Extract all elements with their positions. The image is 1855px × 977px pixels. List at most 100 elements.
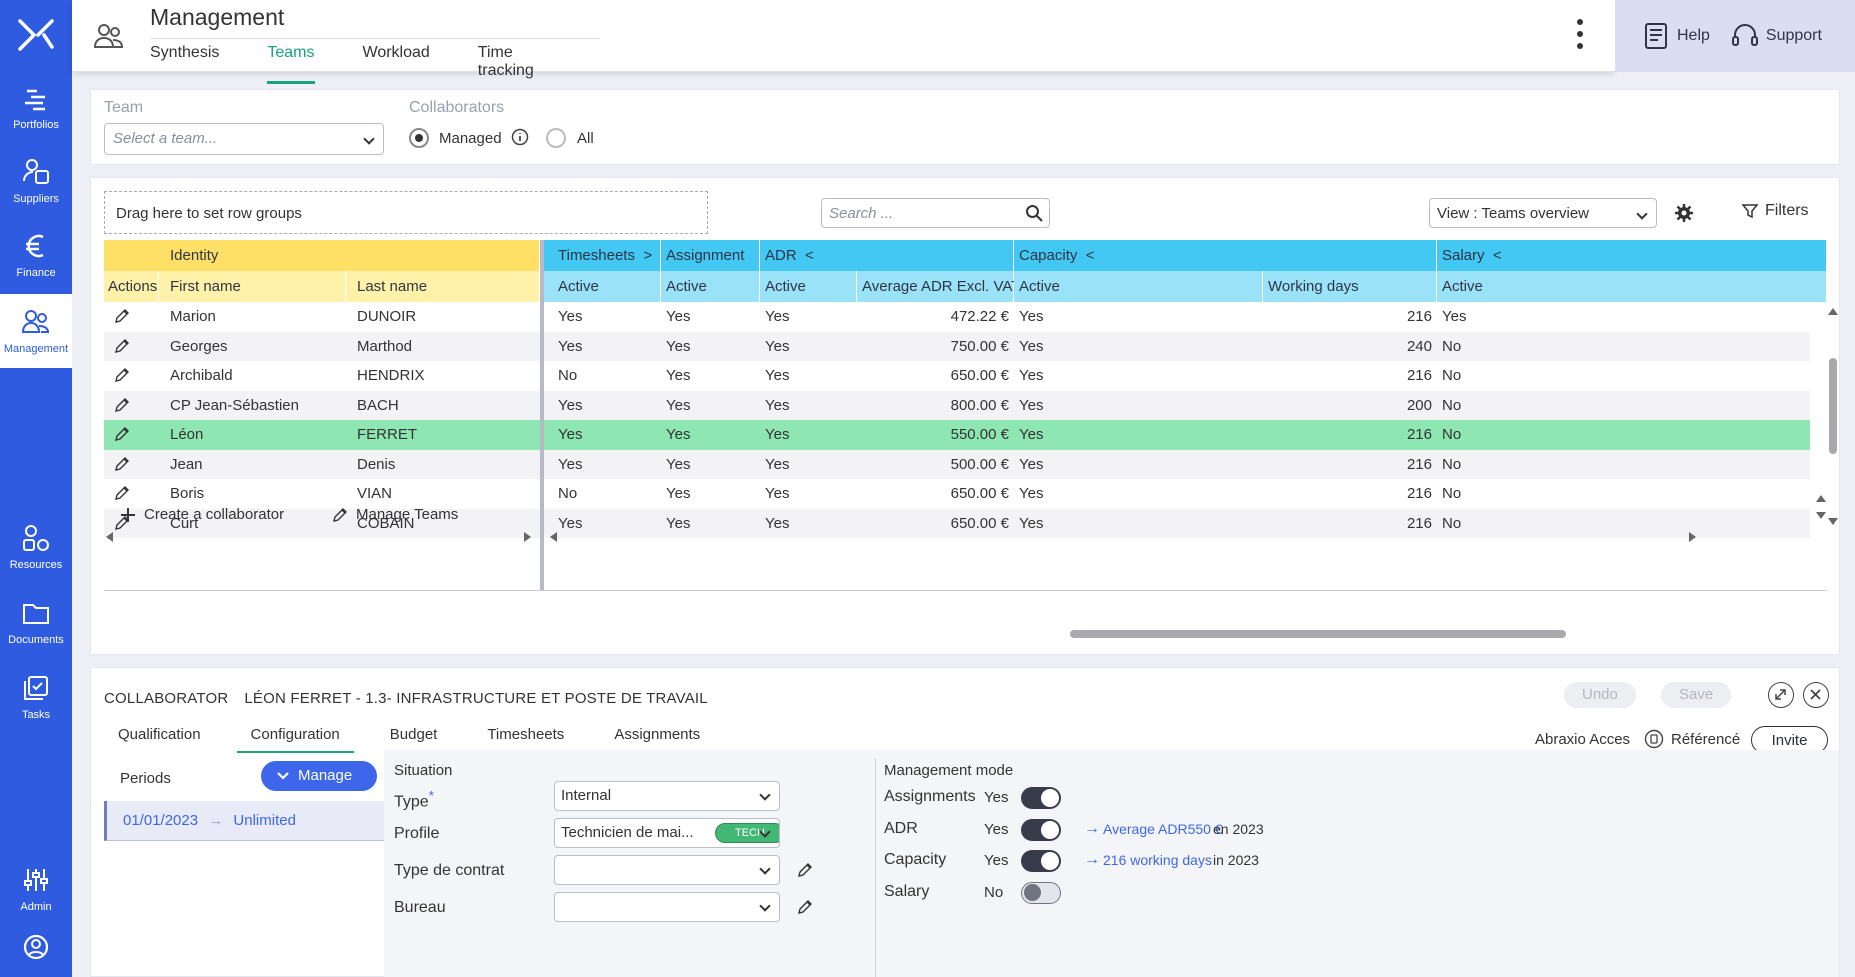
manage-periods-button[interactable]: Manage — [261, 761, 377, 791]
table-row[interactable]: Archibald HENDRIX No Yes Yes 650.00 € Yes 216 No — [104, 361, 1810, 391]
group-timesheets[interactable]: Timesheets > — [544, 240, 661, 271]
edit-row-icon[interactable] — [114, 515, 130, 531]
sidebar-item-resources[interactable]: Resources — [0, 510, 72, 584]
mode-toggle[interactable] — [1021, 881, 1061, 904]
tab-budget[interactable]: Budget — [389, 726, 438, 743]
mode-link[interactable]: 216 working days — [1103, 852, 1212, 868]
cell-salary-active: No — [1442, 514, 1462, 532]
pencil-icon[interactable] — [797, 899, 813, 915]
vertical-scrollbar[interactable] — [1829, 358, 1837, 454]
view-select[interactable]: View : Teams overview — [1429, 198, 1657, 228]
user-profile-button[interactable] — [0, 922, 72, 972]
contract-type-select[interactable] — [554, 855, 780, 885]
edit-row-icon[interactable] — [114, 367, 130, 383]
info-icon[interactable] — [511, 128, 529, 146]
cell-working-days: 216 — [1406, 308, 1432, 325]
sidebar-item-management[interactable]: Management — [0, 294, 72, 368]
app-logo[interactable] — [0, 0, 72, 70]
edit-row-icon[interactable] — [114, 308, 130, 324]
tab-time-tracking[interactable]: Time tracking — [477, 44, 534, 79]
edit-row-icon[interactable] — [114, 456, 130, 472]
expand-button[interactable] — [1768, 682, 1794, 708]
filters-button[interactable]: Filters — [1741, 202, 1809, 220]
sidebar-item-portfolios[interactable]: Portfolios — [0, 70, 72, 144]
scroll-down-arrow[interactable] — [1816, 512, 1826, 519]
col-first-name[interactable]: First name — [159, 271, 346, 302]
cell-adr-active: Yes — [765, 367, 790, 384]
type-select[interactable]: Internal — [554, 781, 780, 811]
col-capacity-active[interactable]: Active — [1014, 271, 1263, 302]
group-adr[interactable]: ADR < — [760, 240, 1014, 271]
scroll-left-arrow[interactable] — [550, 532, 557, 542]
manage-teams-button[interactable]: Manage Teams — [332, 506, 458, 523]
bureau-select[interactable] — [554, 892, 780, 922]
sidebar-item-label: Tasks — [21, 709, 51, 721]
tab-teams[interactable]: Teams — [267, 39, 315, 84]
help-button[interactable]: Help — [1641, 21, 1710, 51]
gear-icon[interactable] — [1674, 203, 1694, 223]
period-row[interactable]: 01/01/2023 → Unlimited — [104, 801, 384, 841]
mode-link[interactable]: Average ADR550 € — [1103, 820, 1223, 837]
table-row[interactable]: CP Jean-Sébastien BACH Yes Yes Yes 800.00 € Ye… — [104, 390, 1810, 420]
all-radio[interactable] — [546, 128, 566, 148]
col-last-name[interactable]: Last name — [346, 271, 540, 302]
scroll-down-arrow[interactable] — [1828, 518, 1838, 525]
col-adr-active[interactable]: Active — [760, 271, 857, 302]
tab-assignments[interactable]: Assignments — [614, 726, 701, 743]
more-menu-icon[interactable] — [1574, 16, 1586, 52]
col-assignment-active[interactable]: Active — [661, 271, 760, 302]
undo-button[interactable]: Undo — [1564, 682, 1636, 708]
save-button[interactable]: Save — [1661, 682, 1732, 708]
profile-label: Profile — [394, 825, 440, 842]
group-salary[interactable]: Salary < — [1437, 240, 1827, 271]
col-salary-active[interactable]: Active — [1437, 271, 1827, 302]
table-row[interactable]: Boris VIAN No Yes Yes 650.00 € Yes 216 No — [104, 479, 1810, 509]
mode-value: No — [984, 883, 1004, 901]
close-button[interactable] — [1803, 682, 1829, 708]
mode-toggle[interactable] — [1021, 787, 1061, 809]
col-timesheets-active[interactable]: Active — [544, 271, 661, 302]
sidebar-item-admin[interactable]: Admin — [0, 852, 72, 926]
tab-workload[interactable]: Workload — [362, 44, 430, 61]
tab-configuration[interactable]: Configuration — [236, 726, 354, 753]
cell-adr-active: Yes — [765, 514, 790, 532]
edit-row-icon[interactable] — [114, 338, 130, 354]
col-adr-average[interactable]: Average ADR Excl. VAT — [857, 271, 1020, 302]
group-capacity[interactable]: Capacity < — [1014, 240, 1437, 271]
support-button[interactable]: Support — [1730, 21, 1822, 51]
edit-row-icon[interactable] — [114, 485, 130, 501]
sidebar-item-documents[interactable]: Documents — [0, 585, 72, 659]
table-row[interactable]: Léon FERRET Yes Yes Yes 550.00 € Yes 216 No — [104, 420, 1810, 450]
table-row[interactable]: Marion DUNOIR Yes Yes Yes 472.22 € Yes 216 Yes — [104, 302, 1810, 332]
table-row[interactable]: Jean Denis Yes Yes Yes 500.00 € Yes 216 No — [104, 449, 1810, 479]
tab-timesheets[interactable]: Timesheets — [487, 726, 565, 743]
table-row[interactable]: Georges Marthod Yes Yes Yes 750.00 € Yes 240 No — [104, 331, 1810, 361]
detail-title: COLLABORATOR LÉON FERRET - 1.3- INFRASTRU… — [104, 690, 708, 707]
horizontal-scrollbar[interactable] — [1070, 630, 1566, 638]
sidebar-item-suppliers[interactable]: Suppliers — [0, 144, 72, 218]
row-group-drop-zone[interactable]: Drag here to set row groups — [104, 191, 708, 234]
pencil-icon[interactable] — [797, 862, 813, 878]
detail-tabs: Qualification Configuration Budget Times… — [104, 726, 736, 753]
col-working-days[interactable]: Working days — [1263, 271, 1437, 302]
scroll-up-arrow[interactable] — [1828, 308, 1838, 315]
team-select[interactable]: Select a team... — [104, 123, 384, 155]
mode-toggle[interactable] — [1021, 818, 1061, 841]
scroll-right-arrow[interactable] — [524, 532, 531, 542]
create-collaborator-button[interactable]: Create a collaborator — [121, 506, 284, 523]
sidebar-item-finance[interactable]: Finance — [0, 218, 72, 292]
table-row[interactable]: Curt COBAIN Yes Yes Yes 650.00 € Yes 216 No — [104, 508, 1810, 538]
mode-toggle[interactable] — [1021, 850, 1061, 872]
sidebar-item-tasks[interactable]: Tasks — [0, 660, 72, 734]
scroll-left-arrow[interactable] — [106, 532, 113, 542]
edit-row-icon[interactable] — [114, 397, 130, 413]
tab-synthesis[interactable]: Synthesis — [150, 44, 220, 61]
managed-radio[interactable] — [409, 128, 429, 148]
scroll-right-arrow[interactable] — [1689, 532, 1696, 542]
tab-qualification[interactable]: Qualification — [118, 726, 201, 743]
edit-row-icon[interactable] — [114, 426, 130, 442]
resources-icon — [23, 525, 49, 551]
search-input[interactable]: Search ... — [821, 198, 1050, 228]
scroll-up-arrow[interactable] — [1816, 495, 1826, 502]
profile-select[interactable]: Technicien de mai... TECH — [554, 818, 780, 848]
